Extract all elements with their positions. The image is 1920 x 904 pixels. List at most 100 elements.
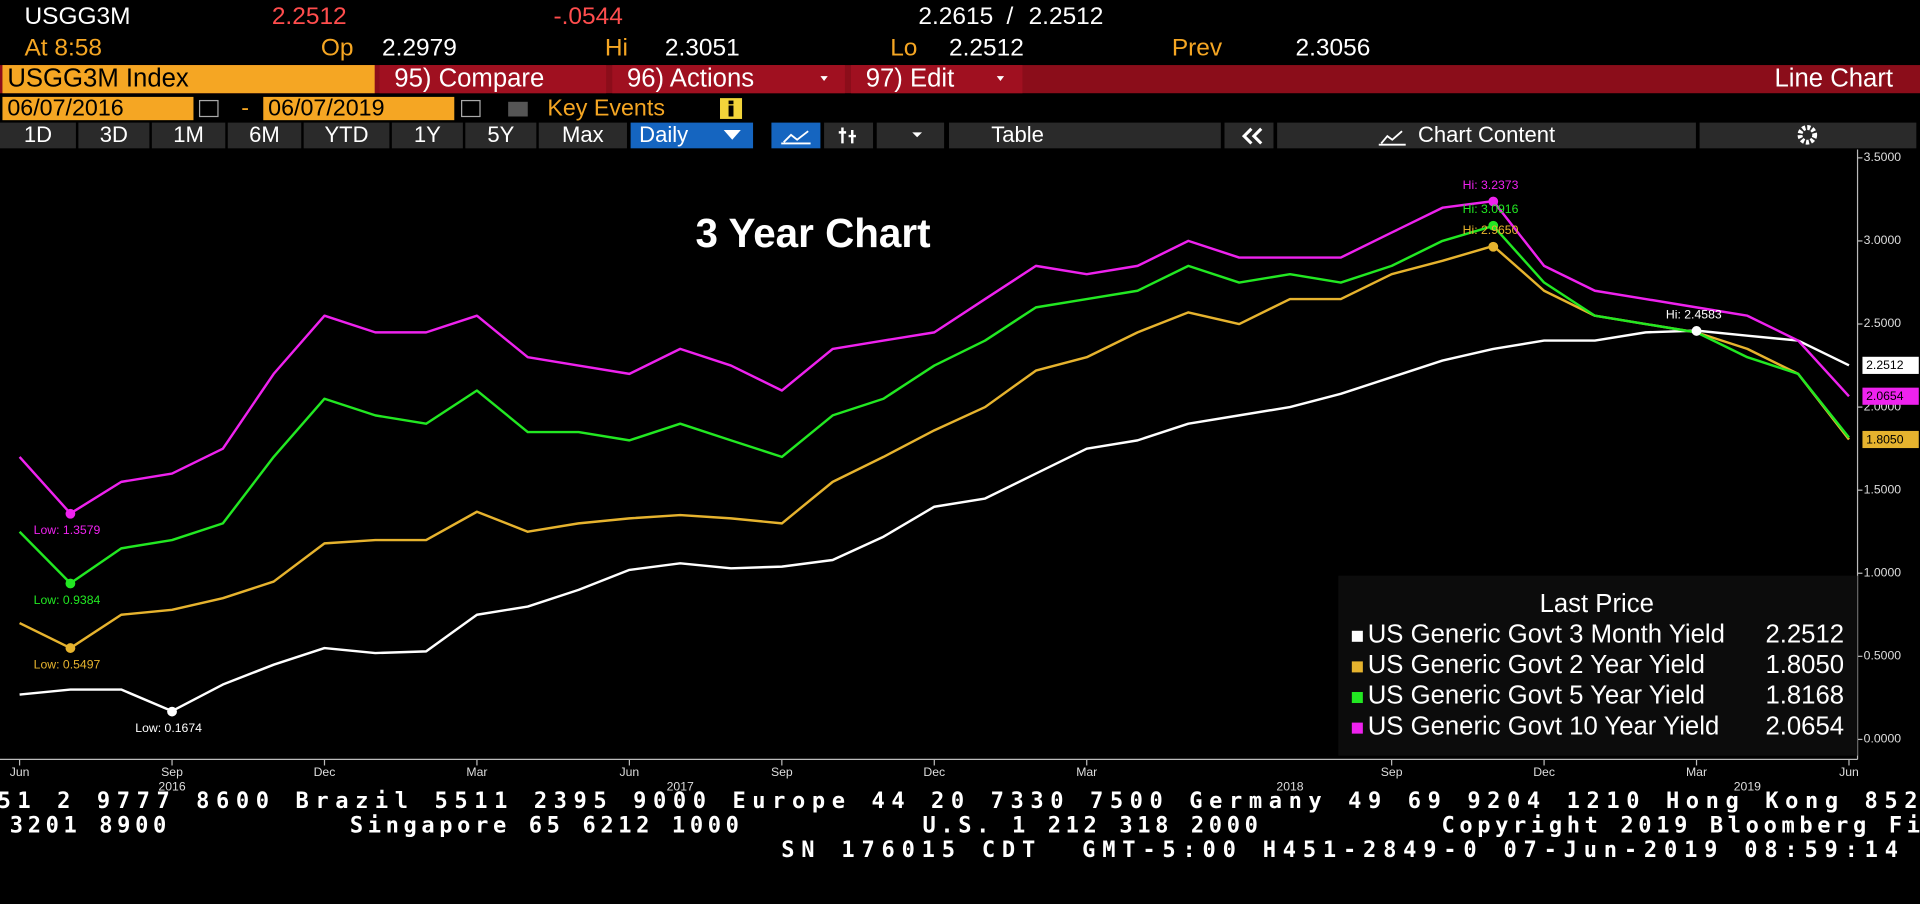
year-label: 2018 (1276, 780, 1303, 794)
high: 2.3051 (665, 35, 740, 62)
y-tick-label: 3.0000 (1864, 233, 1902, 247)
extreme-label: Hi: 3.0916 (1463, 202, 1519, 216)
extreme-label: Hi: 3.2373 (1463, 178, 1519, 192)
last-price: 2.2512 (272, 3, 347, 30)
period-button[interactable] (0, 122, 76, 149)
menu-item[interactable]: 96) Actions (627, 65, 754, 93)
x-tick-label: Jun (1839, 765, 1859, 779)
time: At 8:58 (24, 35, 102, 62)
security-box[interactable] (2, 65, 375, 94)
y-tick-label: 0.5000 (1864, 649, 1902, 663)
period-label[interactable]: 1M (173, 122, 204, 147)
end-date-box[interactable] (263, 96, 455, 121)
period-label[interactable]: YTD (324, 122, 368, 147)
table-button[interactable] (948, 122, 1221, 149)
dropdown-arrow (912, 132, 923, 138)
menu-button[interactable] (612, 65, 845, 94)
extreme-marker (1488, 196, 1499, 207)
extreme-label: Hi: 2.4583 (1666, 307, 1722, 321)
ask: 2.2512 (1029, 3, 1104, 30)
content-button[interactable] (1277, 122, 1696, 149)
legend-swatch (1351, 630, 1363, 642)
menu-button[interactable] (851, 65, 1023, 94)
extreme-marker (65, 643, 76, 653)
period-button[interactable] (538, 122, 627, 149)
start-date-box[interactable] (2, 96, 194, 121)
period-label[interactable]: 6M (249, 122, 280, 147)
legend-swatch (1351, 722, 1363, 734)
extreme-marker (167, 706, 177, 717)
toolbar: 1D 3D 1M 6M YTD 1Y 5Y Max Daily Table Chart Conten… (0, 122, 1917, 149)
menu-button[interactable] (379, 65, 607, 94)
legend-value: 2.2512 (1765, 620, 1844, 648)
ticker: USGG3M (24, 3, 130, 30)
low-label: Lo (890, 35, 917, 62)
legend-label: US Generic Govt 3 Month Yield (1368, 620, 1725, 648)
table-label[interactable]: Table (991, 122, 1044, 147)
x-tick-label: Dec (923, 765, 945, 779)
x-tick-label: Mar (1686, 765, 1707, 779)
period-button[interactable] (151, 122, 226, 149)
gear-icon[interactable] (1797, 125, 1818, 145)
period-button[interactable] (465, 122, 537, 149)
period-button[interactable] (227, 122, 302, 149)
separator: / (1007, 3, 1014, 30)
y-tick-label: 0.0000 (1864, 732, 1902, 746)
period-button[interactable] (303, 122, 390, 149)
series-line (19, 329, 1850, 713)
period-label[interactable]: 3D (100, 122, 128, 147)
line-chart: 3 Year Chart 0.0000 0.5000 1.0000 1.5000 2.0… (0, 149, 1919, 794)
x-tick-label: Mar (466, 765, 487, 779)
content-label[interactable]: Chart Content (1418, 122, 1555, 147)
series-line (19, 244, 1850, 650)
security[interactable]: USGG3M Index (7, 65, 189, 93)
menu-item[interactable]: 97) Edit (866, 65, 955, 93)
dropdown-button[interactable] (876, 122, 945, 149)
dropdown-arrow (723, 129, 741, 140)
y-tick-label: 2.5000 (1864, 316, 1902, 330)
end-date[interactable]: 06/07/2019 (268, 94, 384, 120)
high-label: Hi (605, 35, 628, 62)
start-date[interactable]: 06/07/2016 (7, 94, 123, 120)
legend-title: Last Price (1540, 590, 1654, 618)
legend-label: US Generic Govt 2 Year Yield (1368, 651, 1705, 679)
key-events[interactable]: Key Events (547, 94, 665, 120)
open-label: Op (321, 35, 354, 62)
dash: - (241, 94, 249, 120)
x-tick-label: Sep (161, 765, 183, 779)
frequency[interactable]: Daily (639, 122, 688, 147)
y-tick-label: 1.5000 (1864, 482, 1902, 496)
x-tick-label: Jun (10, 765, 30, 779)
collapse-button[interactable] (1224, 122, 1274, 149)
period-button[interactable] (391, 122, 463, 149)
checkbox[interactable] (508, 101, 528, 117)
menu-item[interactable]: 95) Compare (394, 65, 544, 93)
line-icon-button[interactable] (771, 122, 821, 149)
legend-value: 1.8050 (1765, 651, 1844, 679)
open: 2.2979 (382, 35, 457, 62)
period-label[interactable]: 1D (24, 122, 52, 147)
period-label[interactable]: 5Y (487, 122, 514, 147)
series-line (18, 224, 1850, 585)
extreme-marker (65, 578, 76, 589)
legend-swatch (1351, 661, 1363, 673)
chart-title: 3 Year Chart (696, 210, 931, 256)
calendar-icon[interactable] (461, 99, 481, 118)
extreme-marker (1488, 241, 1499, 252)
extreme-label: Low: 0.9384 (34, 593, 101, 607)
price-tag (1862, 356, 1919, 374)
period-label[interactable]: Max (562, 122, 604, 147)
calendar-icon[interactable] (198, 99, 219, 118)
date-range: 06/07/2016 - 06/07/2019 Key Events (2, 94, 743, 121)
period-button[interactable] (78, 122, 150, 149)
prev-label: Prev (1172, 35, 1223, 62)
price-tag (1862, 430, 1919, 449)
price-tag (1862, 387, 1919, 405)
change: -.0544 (553, 3, 622, 30)
extreme-label: Low: 0.1674 (135, 721, 202, 735)
bar-icon (838, 127, 856, 144)
period-label[interactable]: 1Y (414, 122, 441, 147)
legend-swatch (1351, 692, 1363, 704)
footer-line: 51 2 9777 8600 Brazil 5511 2395 9000 Eur… (0, 789, 1918, 814)
bid: 2.2615 (918, 3, 993, 30)
